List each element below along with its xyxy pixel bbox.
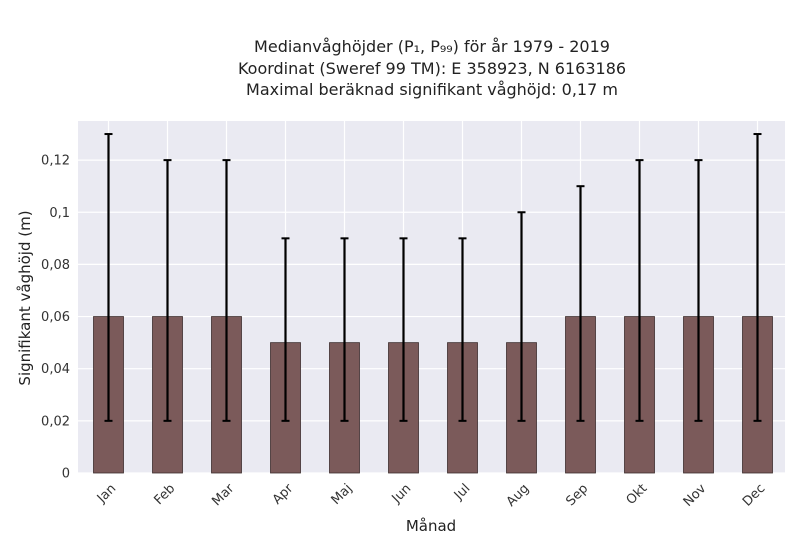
x-tick-label: Jun <box>389 481 415 507</box>
x-tick-label: Maj <box>329 481 356 508</box>
x-tick-label: Apr <box>270 481 297 508</box>
error-bar-nov <box>694 159 703 422</box>
x-tick-label: Mar <box>209 481 237 509</box>
y-axis-label: Signifikant våghöjd (m) <box>16 210 34 385</box>
x-axis-ticks: Jan Feb Mar Apr Maj Jun Jul Aug Sep Okt Nov Dec <box>94 481 768 510</box>
x-tick-label: Sep <box>563 481 591 509</box>
plot-area <box>78 121 785 473</box>
y-tick-label: 0,06 <box>41 310 70 325</box>
error-bar-apr <box>281 237 290 422</box>
chart-title-line-1: Medianvåghöjder (P₁, P₉₉) för år 1979 - … <box>254 37 610 56</box>
y-axis-ticks: 0 0,02 0,04 0,06 0,08 0,1 0,12 <box>41 154 70 482</box>
x-tick-label: Okt <box>624 481 651 508</box>
x-tick-label: Dec <box>740 481 768 509</box>
error-bars <box>104 133 762 422</box>
x-tick-label: Jul <box>451 481 473 503</box>
error-bar-aug <box>517 211 526 422</box>
chart-title-line-3: Maximal beräknad signifikant våghöjd: 0,… <box>246 80 618 99</box>
y-tick-label: 0 <box>62 467 70 482</box>
error-bar-okt <box>635 159 644 422</box>
error-bar-jul <box>458 237 467 422</box>
y-tick-label: 0,02 <box>41 414 70 429</box>
y-tick-label: 0,1 <box>49 206 70 221</box>
error-bar-maj <box>340 237 349 422</box>
error-bar-jan <box>104 133 113 422</box>
error-bar-mar <box>222 159 231 422</box>
error-bar-jun <box>399 237 408 422</box>
error-bar-sep <box>576 185 585 422</box>
y-tick-label: 0,12 <box>41 154 70 169</box>
x-tick-label: Aug <box>504 481 533 510</box>
y-tick-label: 0,04 <box>41 362 70 377</box>
error-bar-dec <box>753 133 762 422</box>
chart-title: Medianvåghöjder (P₁, P₉₉) för år 1979 - … <box>238 37 626 99</box>
x-axis-label: Månad <box>406 517 456 535</box>
y-tick-label: 0,08 <box>41 258 70 273</box>
x-tick-label: Jan <box>94 481 119 506</box>
error-bar-feb <box>163 159 172 422</box>
x-tick-label: Feb <box>151 481 178 508</box>
x-tick-label: Nov <box>681 481 710 510</box>
chart-title-line-2: Koordinat (Sweref 99 TM): E 358923, N 61… <box>238 59 626 78</box>
